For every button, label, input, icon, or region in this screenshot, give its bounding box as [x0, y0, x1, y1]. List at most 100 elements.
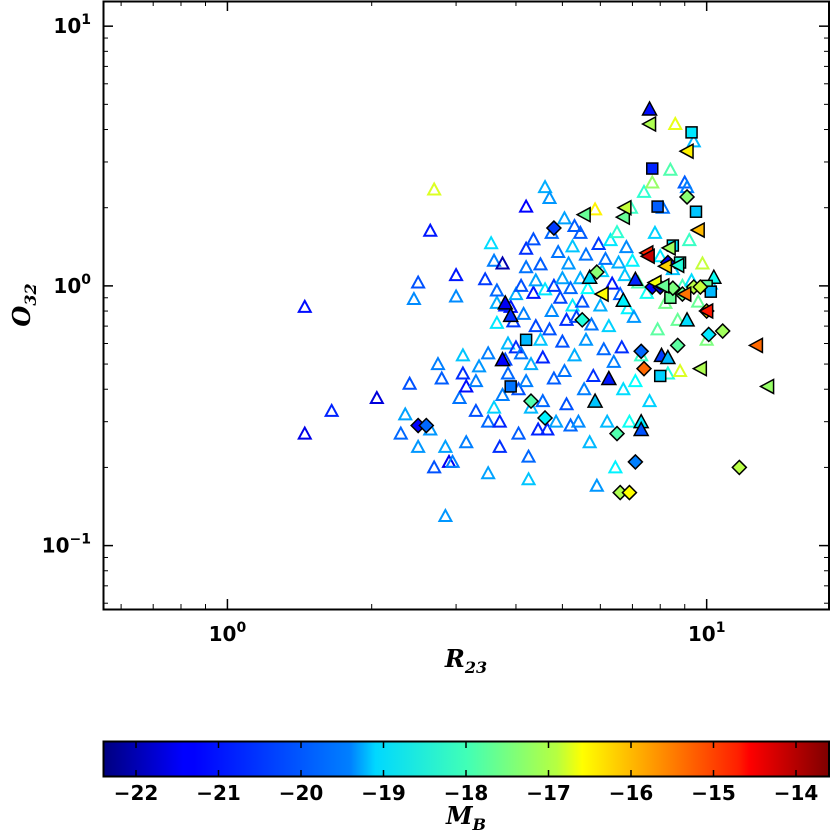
filled-triangle-marker [627, 270, 644, 287]
open-triangle-marker [662, 161, 679, 176]
open-triangle-marker [580, 280, 596, 295]
open-triangle-marker [621, 413, 638, 428]
colorbar-tick-label: −19 [361, 781, 406, 805]
diamond-marker [574, 311, 591, 328]
open-triangle-marker [537, 179, 553, 194]
open-triangle-marker [576, 381, 592, 396]
diamond-marker [545, 219, 562, 237]
filled-triangle-marker [678, 311, 696, 327]
open-triangle-marker [410, 274, 426, 289]
square-marker [646, 162, 659, 175]
open-triangle-marker [672, 362, 688, 378]
open-triangle-marker [627, 372, 644, 388]
filled-triangle-marker [600, 369, 618, 386]
x-tick-label: 101 [688, 620, 726, 646]
open-triangle-marker [437, 438, 454, 453]
diamond-marker [678, 188, 696, 206]
open-triangle-marker [455, 365, 471, 380]
open-triangle-marker [518, 372, 534, 388]
open-triangle-marker [647, 224, 663, 239]
open-triangle-marker [444, 453, 461, 468]
y-tick-labels: 10−1 100 101 [42, 12, 92, 557]
open-triangle-marker [434, 370, 450, 385]
open-triangle-marker [617, 267, 633, 282]
open-triangle-marker [560, 255, 577, 270]
open-triangle-marker [448, 288, 464, 303]
diamond-marker [588, 264, 605, 281]
open-triangle-marker [541, 321, 558, 336]
open-triangle-marker [525, 284, 542, 299]
open-triangle-marker [618, 239, 635, 254]
open-triangle-marker [585, 367, 601, 382]
open-triangle-marker [590, 235, 607, 250]
open-triangle-marker [578, 246, 594, 261]
colorbar-tick-label: −15 [691, 781, 736, 805]
open-triangle-marker [489, 294, 505, 309]
diamond-marker [627, 453, 644, 470]
open-triangle-marker [448, 267, 464, 282]
colorbar-tick-labels: −22 −21 −20 −19 −18 −17 −16 −15 −14 [114, 781, 819, 805]
open-triangle-marker [562, 280, 579, 295]
diamond-marker [522, 393, 540, 410]
open-triangle-marker [624, 252, 641, 267]
open-triangle-marker [520, 448, 537, 463]
open-triangle-marker [609, 224, 625, 239]
colorbar-label: MB [445, 801, 486, 830]
plot-frame [102, 0, 830, 611]
open-triangle-marker [523, 355, 539, 371]
open-triangle-marker [649, 321, 666, 336]
open-triangle-marker [393, 425, 409, 440]
open-triangle-marker [570, 413, 587, 428]
diamond-marker [692, 278, 709, 296]
open-triangle-marker [604, 275, 620, 290]
open-triangle-marker [489, 282, 505, 297]
filled-triangle-marker [494, 351, 511, 367]
colorbar-tick-label: −18 [444, 781, 489, 805]
open-triangle-marker [518, 240, 534, 255]
square-marker [689, 205, 703, 218]
open-triangle-marker [607, 459, 624, 474]
open-triangle-marker [492, 438, 508, 453]
colorbar-tick-label: −21 [196, 781, 241, 805]
open-triangle-marker [601, 318, 617, 333]
square-marker [653, 369, 667, 383]
left-triangle-marker [616, 199, 632, 216]
y-tick-label: 101 [53, 12, 91, 38]
left-triangle-marker [639, 248, 655, 265]
open-triangle-marker [494, 255, 511, 270]
open-triangle-marker [468, 402, 484, 417]
open-triangle-marker [528, 318, 544, 333]
open-triangle-marker [523, 399, 539, 414]
diamond-marker [621, 484, 638, 501]
open-triangle-marker [592, 297, 609, 312]
open-triangle-marker [548, 413, 564, 428]
open-triangle-marker [564, 238, 581, 253]
open-triangle-marker [508, 285, 524, 301]
open-triangle-marker [500, 335, 516, 350]
filled-triangle-marker [502, 306, 519, 323]
open-triangle-marker [500, 365, 516, 380]
colorbar-tick-label: −14 [774, 781, 819, 805]
square-marker [651, 200, 664, 213]
open-triangle-marker [451, 389, 468, 405]
filled-triangle-marker [586, 392, 604, 408]
y-axis-label: O32 [7, 283, 40, 326]
left-triangle-marker [660, 239, 676, 257]
open-triangle-marker [410, 438, 426, 453]
open-triangle-marker [554, 333, 571, 348]
open-triangle-marker [564, 297, 581, 312]
square-marker [704, 285, 718, 298]
open-triangle-marker [556, 362, 573, 378]
open-triangle-marker [610, 254, 627, 269]
left-triangle-marker [689, 221, 705, 239]
open-triangle-marker [458, 434, 474, 449]
left-triangle-marker [678, 142, 694, 160]
open-triangle-marker [669, 311, 686, 326]
open-triangle-marker [599, 413, 615, 428]
open-triangle-marker [480, 465, 496, 480]
open-triangle-marker [489, 314, 505, 329]
left-triangle-marker [676, 285, 692, 303]
open-triangle-marker [515, 305, 532, 320]
open-triangle-marker [406, 290, 422, 306]
